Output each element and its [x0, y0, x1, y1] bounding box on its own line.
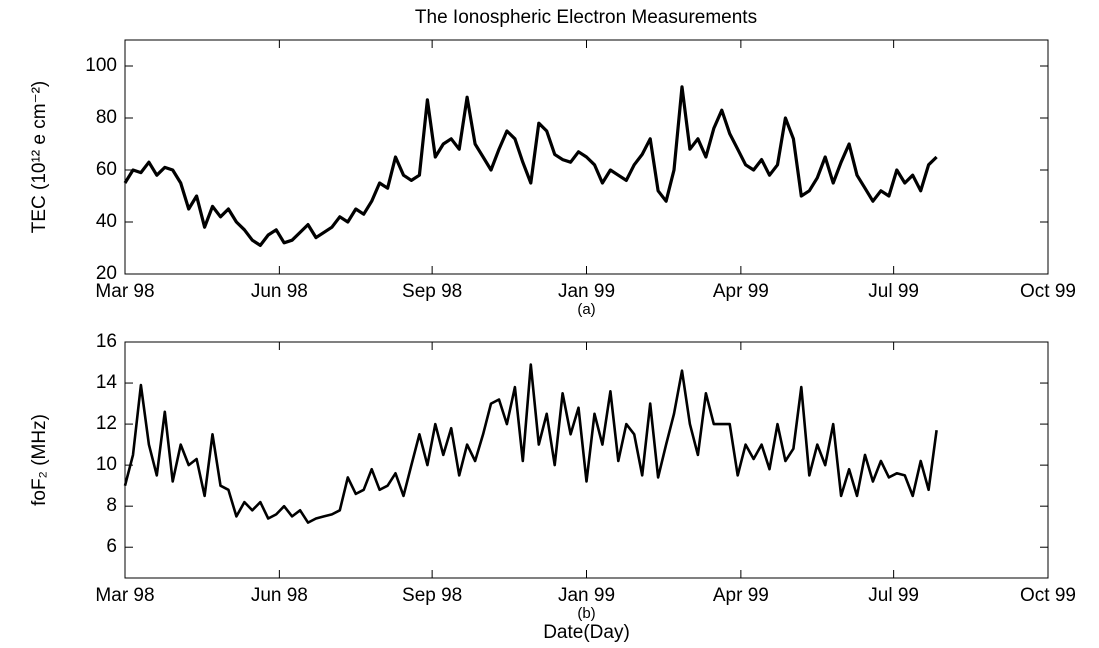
x-tick-label: Sep 98 [402, 281, 462, 302]
y-tick-label: 60 [96, 159, 117, 180]
y-tick-label: 10 [96, 454, 117, 475]
y-tick-label: 100 [85, 55, 117, 76]
y-tick-label: 8 [106, 495, 117, 516]
data-line [123, 85, 938, 247]
y-tick-label: 40 [96, 211, 117, 232]
y-tick-label: 14 [96, 372, 118, 393]
x-tick-label: Apr 99 [713, 281, 769, 302]
x-tick-label: Jul 99 [868, 281, 919, 302]
x-tick-label: Oct 99 [1020, 281, 1076, 302]
y-tick-label: 12 [96, 413, 117, 434]
x-tick-label: Mar 98 [95, 281, 154, 302]
x-tick-label: Jul 99 [868, 585, 919, 606]
x-tick-label: Mar 98 [95, 585, 154, 606]
y-axis-label: foF₂ (MHz) [29, 414, 50, 506]
y-tick-label: 16 [96, 331, 117, 352]
y-tick-label: 80 [96, 107, 117, 128]
x-tick-label: Jun 98 [251, 585, 308, 606]
x-tick-label: Oct 99 [1020, 585, 1076, 606]
x-tick-label: Sep 98 [402, 585, 462, 606]
x-axis-label: Date(Day) [543, 622, 630, 643]
subplot-caption: (b) [577, 605, 595, 622]
y-axis-label: TEC (10¹² e cm⁻²) [29, 81, 50, 234]
y-tick-label: 20 [96, 263, 117, 284]
x-tick-label: Jan 99 [558, 585, 615, 606]
x-tick-label: Jan 99 [558, 281, 615, 302]
x-tick-label: Jun 98 [251, 281, 308, 302]
subplot-caption: (a) [577, 301, 595, 318]
plot-frame [124, 341, 1049, 579]
y-tick-label: 6 [106, 536, 117, 557]
x-tick-label: Apr 99 [713, 585, 769, 606]
chart-title: The Ionospheric Electron Measurements [415, 7, 757, 28]
data-line [123, 363, 938, 524]
